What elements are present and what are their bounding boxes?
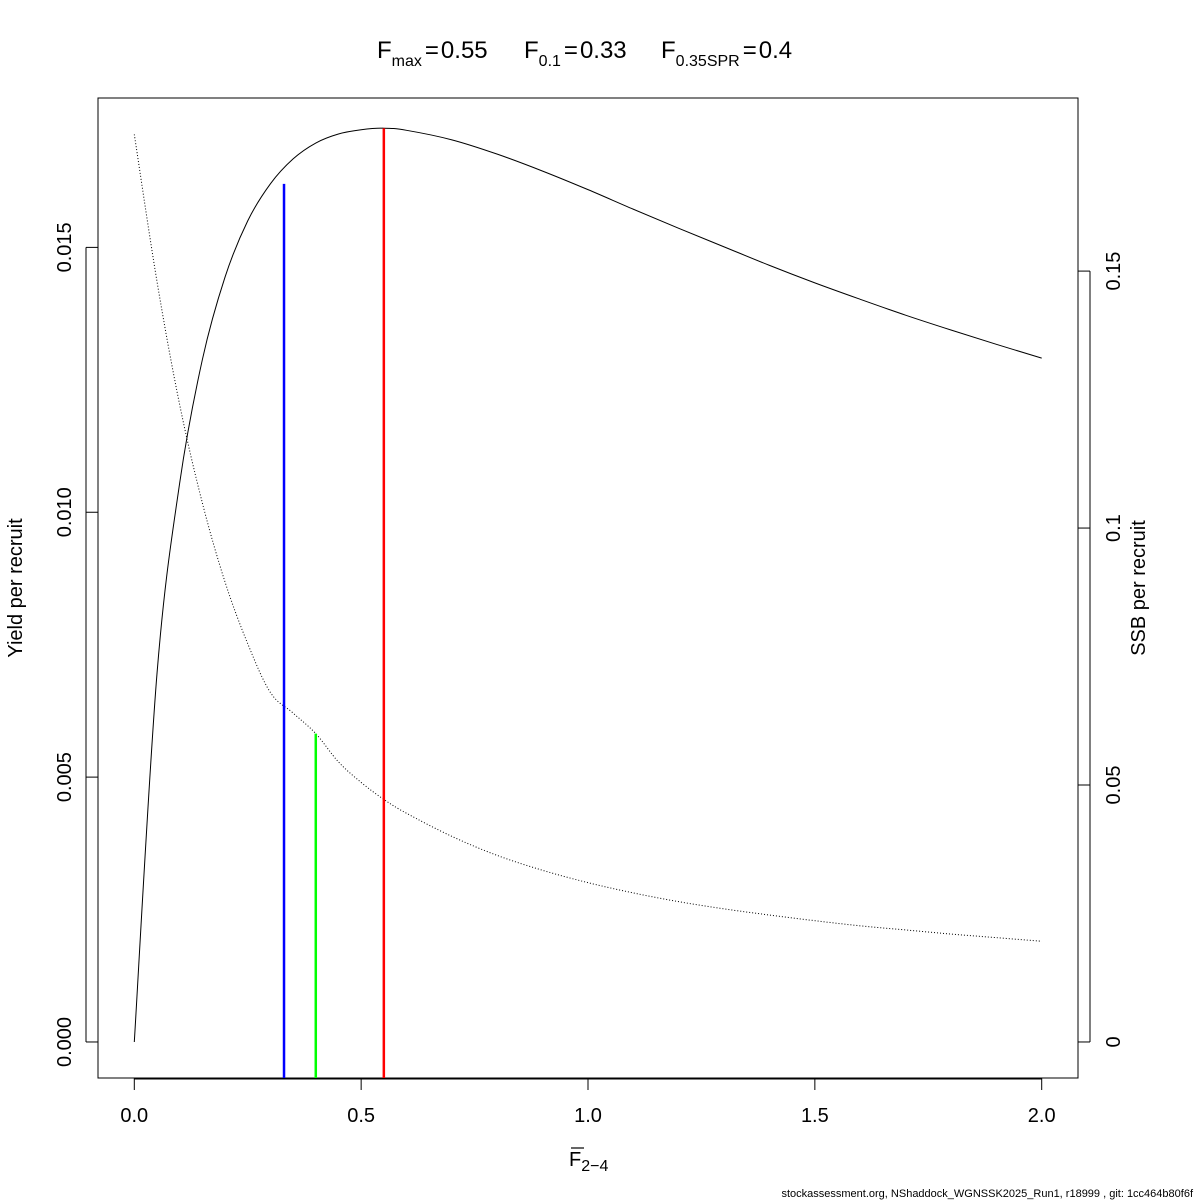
y-axis-left: 0.000 0.005 0.010 0.015 [54, 222, 98, 1067]
x-axis-label: F2−4 [569, 1147, 608, 1175]
x-tick-label-1: 0.5 [347, 1105, 375, 1127]
title-fspr-value: 0.4 [759, 37, 792, 64]
title-f01-eq: = [564, 37, 578, 64]
title-fspr-eq: = [743, 37, 757, 64]
yield-per-recruit-line [133, 127, 1042, 1043]
title-fmax-label: F [377, 37, 392, 64]
title-f01-value: 0.33 [580, 37, 627, 64]
series-layer [133, 127, 1042, 1043]
y-right-tick-label-2: 0.1 [1103, 514, 1125, 542]
x-tick-label-3: 1.5 [801, 1105, 829, 1127]
chart-title: Fmax =0.55 F0.1 =0.33 F0.35SPR =0.4 [377, 37, 792, 70]
title-fmax-eq: = [425, 37, 439, 64]
y-left-tick-label-2: 0.010 [54, 487, 76, 537]
title-f01-sub: 0.1 [539, 53, 561, 70]
y-axis-left-label: Yield per recruit [5, 518, 27, 658]
title-fspr-label: F [661, 37, 676, 64]
ssb-per-recruit-line [133, 134, 1042, 942]
svg-text:Fmax=0.55: Fmax =0.55 [377, 37, 488, 70]
y-left-tick-label-0: 0.000 [54, 1017, 76, 1067]
x-axis-label-sub: 2−4 [581, 1158, 608, 1175]
y-left-tick-label-3: 0.015 [54, 222, 76, 272]
svg-text:F0.35SPR=0.4: F0.35SPR =0.4 [661, 37, 792, 70]
svg-text:F2−4: F2−4 [569, 1149, 608, 1175]
y-axis-right: 0 0.05 0.1 0.15 [1078, 252, 1125, 1048]
svg-text:F0.1=0.33: F0.1 =0.33 [524, 37, 627, 70]
x-tick-label-0: 0.0 [120, 1105, 148, 1127]
y-left-tick-label-1: 0.005 [54, 752, 76, 802]
title-fmax-value: 0.55 [441, 37, 488, 64]
y-right-tick-label-0: 0 [1103, 1036, 1125, 1047]
x-axis: 0.0 0.5 1.0 1.5 2.0 [120, 1078, 1056, 1127]
reference-lines [282, 128, 386, 1078]
x-tick-label-2: 1.0 [574, 1105, 602, 1127]
plot-frame [97, 97, 1079, 1079]
title-fspr-sub: 0.35SPR [676, 53, 740, 70]
y-axis-right-label: SSB per recruit [1128, 520, 1150, 656]
y-right-tick-label-3: 0.15 [1103, 252, 1125, 291]
title-fmax-sub: max [392, 53, 422, 70]
x-tick-label-4: 2.0 [1028, 1105, 1056, 1127]
title-f01-label: F [524, 37, 539, 64]
y-right-tick-label-1: 0.05 [1103, 766, 1125, 805]
footer-note: stockassessment.org, NShaddock_WGNSSK202… [781, 1188, 1193, 1200]
x-axis-label-main: F [569, 1149, 581, 1171]
